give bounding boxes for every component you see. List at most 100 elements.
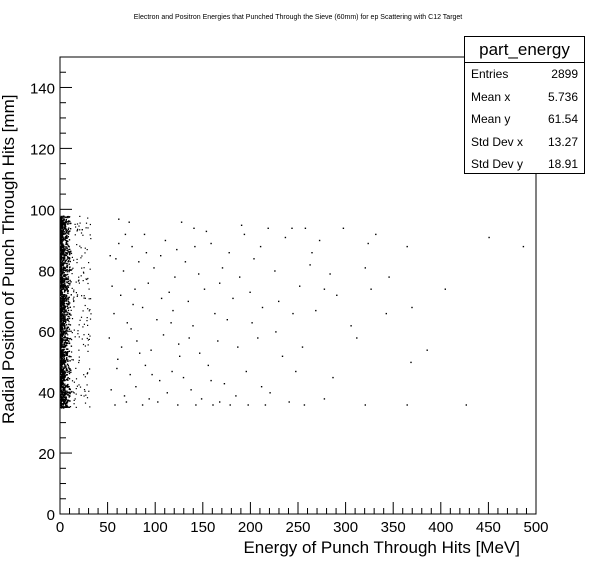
dense-hit [66,338,68,340]
dense-hit [83,374,85,376]
dense-hit [62,287,64,290]
dense-hit [60,390,62,393]
dense-hit [60,351,62,354]
data-point [157,401,159,403]
dense-hit [60,353,63,355]
dense-hit [66,393,68,395]
dense-hit [64,288,66,290]
dense-hit [65,404,67,406]
dense-hit [82,280,84,282]
dense-hit [76,230,78,232]
data-point [210,379,212,382]
dense-hit [60,400,63,402]
dense-hit [61,240,64,242]
dense-hit [63,342,65,344]
dense-hit [61,319,64,321]
data-point [364,404,366,406]
dense-hit [62,352,64,354]
data-point [138,261,140,263]
dense-hit [64,253,66,256]
data-point [406,404,408,406]
dense-band [60,215,92,409]
dense-hit [64,313,66,316]
dense-hit [80,394,82,396]
dense-hit [60,266,63,268]
dense-hit [62,278,64,280]
dense-hit [60,274,62,277]
dense-hit [87,308,89,310]
dense-hit [63,353,65,355]
dense-hit [65,358,68,360]
dense-hit [64,232,67,235]
dense-hit [65,287,67,289]
dense-hit [60,331,63,334]
dense-hit [66,332,68,335]
stats-value: 13.27 [547,134,578,149]
dense-hit [62,271,64,273]
data-point [123,395,126,397]
data-point [144,364,147,367]
dense-hit [71,380,74,382]
dense-hit [69,360,71,362]
dense-hit [63,371,66,373]
data-point [145,252,148,254]
data-point [237,346,239,348]
dense-hit [85,227,87,229]
x-tick-label: 250 [285,519,310,536]
data-point [141,306,144,309]
dense-hit [87,282,89,285]
dense-hit [60,215,63,218]
dense-hit [60,271,63,273]
dense-hit [67,249,69,251]
dense-hit [72,298,74,300]
dense-hit [68,248,70,251]
dense-hit [63,302,66,305]
dense-hit [87,324,89,326]
dense-hit [64,311,66,313]
data-point [388,276,390,278]
dense-hit [61,356,63,359]
dense-hit [63,323,65,325]
stats-label: Std Dev x [471,134,524,149]
dense-hit [64,294,66,296]
dense-hit [60,228,62,231]
dense-hit [61,333,64,335]
dense-hit [60,365,63,368]
dense-hit [69,306,71,308]
dense-hit [68,323,70,326]
dense-hit [66,299,68,301]
dense-hit [63,263,65,265]
dense-hit [63,387,66,389]
dense-hit [61,337,63,340]
dense-hit [61,341,64,343]
data-point [311,252,313,254]
dense-hit [64,326,66,329]
dense-hit [68,400,70,402]
dense-hit [66,339,68,341]
dense-hit [60,339,62,342]
dense-hit [73,399,75,401]
dense-hit [65,314,68,316]
dense-hit [61,351,64,353]
dense-hit [64,276,67,278]
dense-hit [67,241,69,243]
dense-hit [66,240,68,242]
data-point [117,358,119,360]
dense-hit [61,246,63,248]
dense-hit [62,280,64,283]
dense-hit [63,255,65,257]
dense-hit [63,224,66,226]
data-point [136,340,138,342]
x-tick-label: 500 [523,519,548,536]
dense-hit [66,369,68,372]
dense-hit [70,371,72,373]
data-point [295,370,297,373]
dense-hit [61,234,63,236]
dense-hit [65,239,67,242]
dense-hit [65,385,67,387]
stats-row-stddev-y: Std Dev y 18.91 [465,153,584,176]
dense-hit [73,300,75,302]
dense-hit [76,385,78,387]
dense-hit [75,281,77,283]
dense-hit [64,227,66,229]
